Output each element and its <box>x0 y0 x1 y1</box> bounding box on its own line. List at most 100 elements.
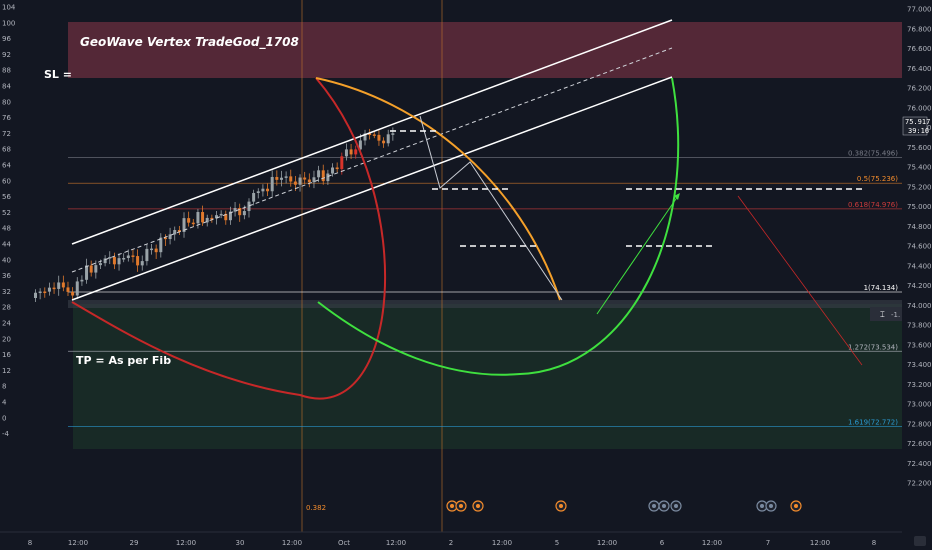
candle-body <box>252 193 256 202</box>
left-axis-tick: 76 <box>2 114 11 122</box>
candle-body <box>122 258 126 260</box>
countdown-value: 39:16 <box>908 127 929 135</box>
sl-label: SL = <box>44 68 72 81</box>
candle-body <box>191 222 195 225</box>
candle-body <box>126 255 130 259</box>
candle-body <box>196 212 200 224</box>
left-axis-tick: 88 <box>2 67 11 75</box>
right-axis-tick: 73.600 <box>907 341 932 349</box>
candle-body <box>66 287 70 292</box>
event-icon-dot <box>674 504 678 508</box>
left-axis-tick: 28 <box>2 304 11 312</box>
candle-body <box>391 133 395 135</box>
candle-body <box>112 256 116 265</box>
candle-body <box>117 258 121 265</box>
candle-body <box>386 134 390 144</box>
left-axis-tick: 68 <box>2 146 11 154</box>
candle-body <box>38 291 42 294</box>
measure-icon[interactable]: ⌶ <box>880 310 885 319</box>
right-axis-tick: 74.000 <box>907 302 932 310</box>
left-axis-tick: 56 <box>2 193 11 201</box>
candle-body <box>150 248 154 251</box>
left-axis-tick: 60 <box>2 177 11 185</box>
candle-body <box>344 149 348 157</box>
candle-body <box>61 282 65 288</box>
right-axis-tick: 73.400 <box>907 361 932 369</box>
right-axis-tick: 74.600 <box>907 243 932 251</box>
candle-body <box>57 282 61 289</box>
settings-icon[interactable] <box>914 536 926 546</box>
measure-tool-box[interactable] <box>870 307 902 321</box>
x-axis-tick: 7 <box>766 539 770 547</box>
candle-body <box>382 140 386 144</box>
right-axis-tick: 72.800 <box>907 420 932 428</box>
left-axis-tick: 16 <box>2 351 11 359</box>
fib-level-label: 1.619(72.772) <box>848 419 898 427</box>
x-axis-tick: 12:00 <box>810 539 830 547</box>
right-axis-tick: 73.000 <box>907 401 932 409</box>
x-axis-tick: 2 <box>449 539 453 547</box>
candle-body <box>363 133 367 141</box>
right-axis-tick: 76.400 <box>907 65 932 73</box>
left-axis-tick: 12 <box>2 367 11 375</box>
x-axis-tick: 12:00 <box>597 539 617 547</box>
left-axis-tick: 104 <box>2 4 16 12</box>
event-icon-dot <box>794 504 798 508</box>
candle-body <box>279 177 283 180</box>
candle-body <box>34 292 37 298</box>
candle-body <box>108 256 112 259</box>
candle-body <box>215 215 218 219</box>
left-axis-tick: 40 <box>2 256 11 264</box>
right-axis-tick: 76.200 <box>907 85 932 93</box>
x-axis-tick: Oct <box>338 539 350 547</box>
event-icon-dot <box>559 504 563 508</box>
right-axis-tick: 74.200 <box>907 282 932 290</box>
candle-body <box>219 213 223 216</box>
candle-body <box>317 170 321 178</box>
fib-level-label: 1.272(73.534) <box>848 343 898 351</box>
x-axis-tick: 12:00 <box>386 539 406 547</box>
left-axis-tick: 80 <box>2 98 11 106</box>
left-axis-tick: 36 <box>2 272 11 280</box>
orange-arc <box>315 77 561 301</box>
candle-body <box>140 261 144 266</box>
right-axis-tick: 74.400 <box>907 262 932 270</box>
candle-body <box>368 133 372 136</box>
left-axis-tick: 24 <box>2 320 11 328</box>
candle-body <box>228 211 232 221</box>
red-projection-line <box>737 195 863 366</box>
right-axis-tick: 76.000 <box>907 104 932 112</box>
current-price-box <box>902 116 928 136</box>
candle-body <box>266 188 270 192</box>
candle-body <box>159 237 163 253</box>
left-axis-tick: 8 <box>2 383 6 391</box>
left-axis-tick: 20 <box>2 335 11 343</box>
candle-body <box>224 213 228 221</box>
candle-body <box>303 177 307 180</box>
left-axis-tick: 4 <box>2 399 7 407</box>
candle-body <box>98 263 102 266</box>
left-axis-tick: 32 <box>2 288 11 296</box>
left-axis-tick: -4 <box>2 430 10 438</box>
x-axis-tick: 12:00 <box>282 539 302 547</box>
candle-body <box>145 248 149 262</box>
candle-body <box>326 173 330 182</box>
candle-body <box>103 258 107 264</box>
left-axis-tick: 92 <box>2 51 11 59</box>
candle-body <box>89 265 93 273</box>
candle-body <box>275 176 279 180</box>
event-icon-dot <box>769 504 773 508</box>
x-axis-tick: 8 <box>28 539 32 547</box>
candle-body <box>289 176 293 182</box>
candle-body <box>75 281 79 296</box>
candle-body <box>307 179 311 183</box>
candle-body <box>340 156 344 170</box>
candle-body <box>168 234 172 239</box>
right-axis-tick: 75.000 <box>907 203 932 211</box>
event-icon-dot <box>450 504 454 508</box>
x-axis-tick: 30 <box>236 539 245 547</box>
left-axis-tick: 96 <box>2 35 11 43</box>
candle-body <box>293 181 297 185</box>
